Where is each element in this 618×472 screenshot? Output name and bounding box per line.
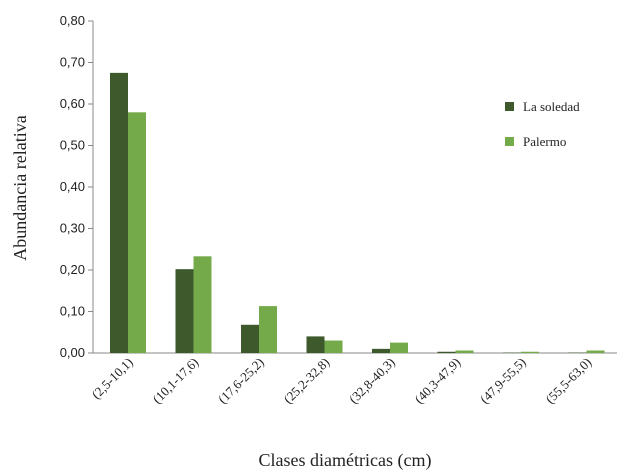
y-tick-label: 0,70 (60, 55, 85, 70)
bar-la-soledad (372, 348, 390, 353)
y-tick-label: 0,80 (60, 13, 85, 28)
bar-palermo (390, 342, 408, 353)
x-tick-label: (40,3-47,9) (411, 355, 463, 407)
x-tick-label: (47,9-55,5) (477, 355, 529, 407)
x-tick-label: (10,1-17,6) (149, 355, 201, 407)
plot-area: 0,00 0,10 0,20 0,30 0,40 0,50 0,60 0,70 0,80 (2,5… (60, 13, 617, 406)
legend-swatch-palermo (505, 137, 514, 146)
bar-la-soledad (241, 324, 259, 353)
bar-la-soledad (306, 336, 325, 353)
x-tick-label: (2,5-10,1) (88, 355, 135, 402)
y-tick-label: 0,40 (60, 179, 85, 194)
bar-palermo (128, 112, 146, 353)
x-axis-title: Clases diamétricas (cm) (259, 450, 432, 471)
bar-la-soledad (437, 351, 456, 353)
bar-palermo (521, 351, 539, 353)
y-tick-label: 0,10 (60, 304, 85, 319)
legend-label-la-soledad: La soledad (523, 99, 580, 114)
bar-palermo (193, 256, 212, 353)
legend-swatch-la-soledad (505, 102, 514, 111)
bar-palermo (455, 350, 474, 353)
x-tick-label: (32,8-40,3) (346, 355, 398, 407)
y-tick-label: 0,50 (60, 138, 85, 153)
y-tick-label: 0,60 (60, 96, 85, 111)
bar-palermo (259, 306, 277, 353)
bar-la-soledad (110, 72, 128, 353)
bar-palermo (324, 340, 343, 353)
bar-palermo (586, 350, 605, 353)
x-tick-label: (17,6-25,2) (215, 355, 267, 407)
x-tick-label: (25,2-32,8) (280, 355, 332, 407)
y-axis-title: Abundancia relativa (10, 115, 30, 260)
x-tick-label: (55,5-63,0) (542, 355, 594, 407)
legend-label-palermo: Palermo (523, 134, 566, 149)
y-tick-label: 0,30 (60, 221, 85, 236)
y-tick-label: 0,00 (60, 345, 85, 360)
y-tick-label: 0,20 (60, 262, 85, 277)
bar-la-soledad (175, 269, 194, 353)
